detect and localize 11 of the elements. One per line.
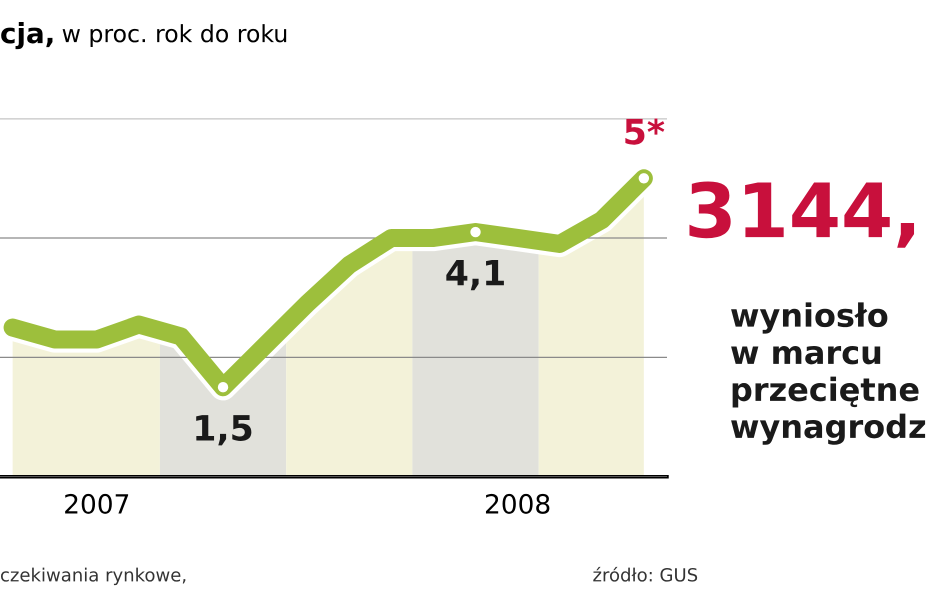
text: wyniosło w marcu przeciętne wynagrodz bbox=[731, 302, 926, 445]
chart-subtitle: w proc. rok do roku bbox=[62, 24, 286, 48]
data-label: 5* bbox=[625, 118, 664, 145]
x-tick-label: 2007 bbox=[65, 494, 128, 514]
x-tick-label: 2008 bbox=[486, 494, 550, 514]
data-label: 4,1 bbox=[446, 260, 504, 290]
data-label: 1,5 bbox=[196, 415, 252, 446]
text: czekiwania rynkowe, bbox=[0, 568, 186, 586]
chart-title: cja, bbox=[1, 22, 52, 50]
text: źródło: GUS bbox=[593, 566, 698, 582]
text: 3144, bbox=[689, 181, 914, 248]
